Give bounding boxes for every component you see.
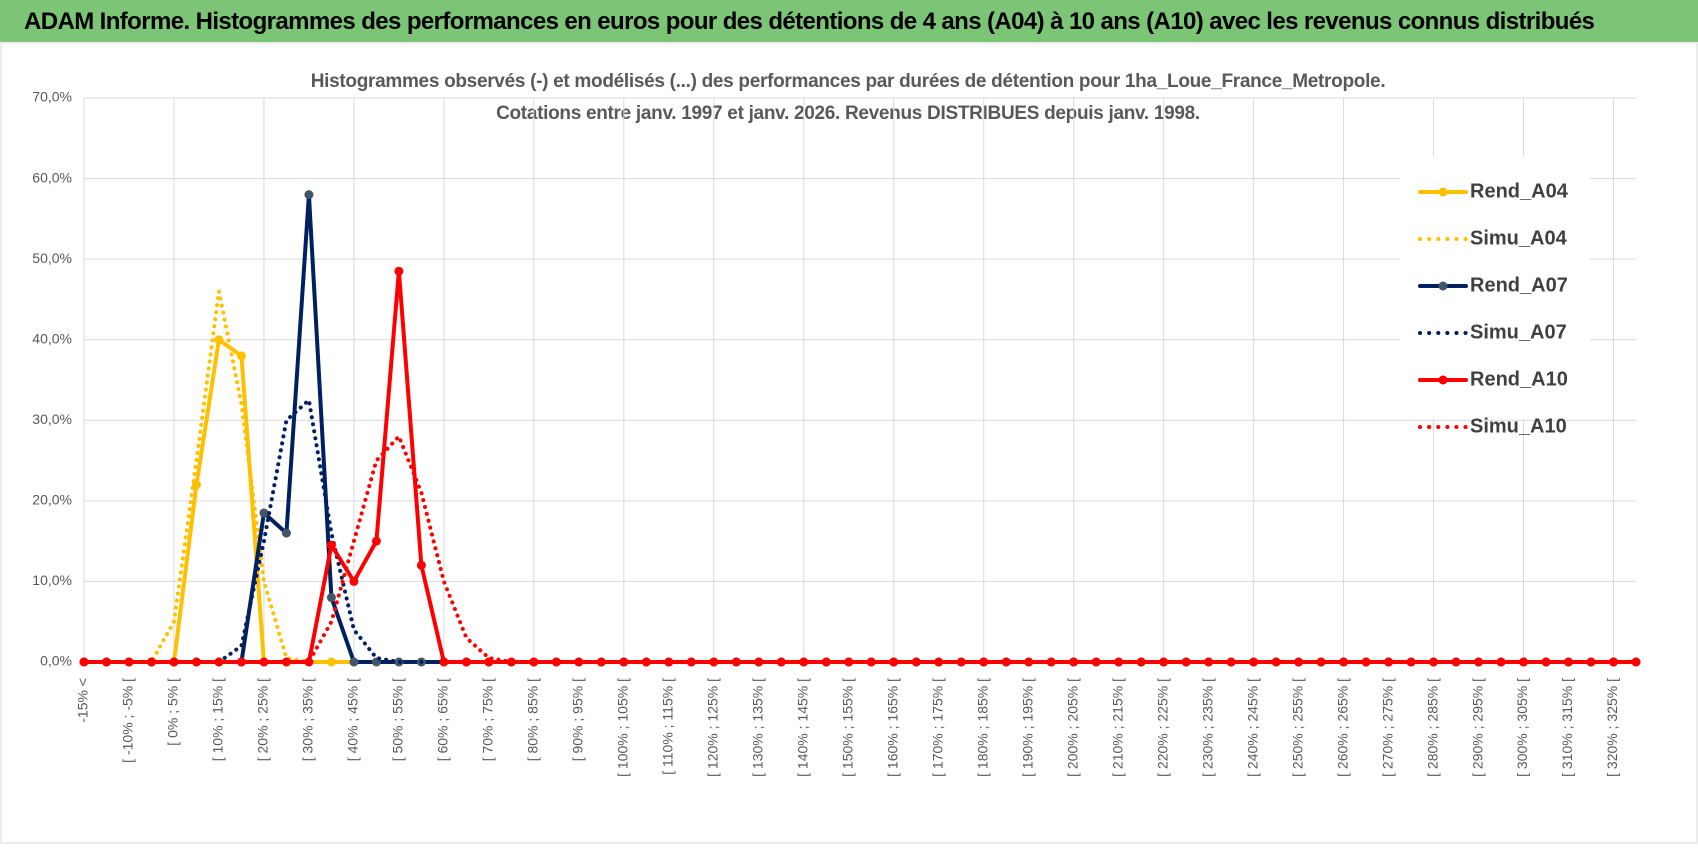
chart-title: Histogrammes observés (-) et modélisés (… <box>311 71 1386 92</box>
series-marker <box>371 536 381 546</box>
series-marker <box>146 657 156 667</box>
series-marker <box>979 657 989 667</box>
series-marker <box>754 657 764 667</box>
series-marker <box>596 657 606 667</box>
x-tick-label: [ 290% ; 295% [ <box>1469 678 1485 777</box>
x-tick-label: [ 200% ; 205% [ <box>1064 678 1080 777</box>
series-marker <box>461 657 471 667</box>
series-marker <box>416 560 426 570</box>
series-marker <box>574 657 584 667</box>
series-marker <box>1541 657 1551 667</box>
series-marker <box>259 657 269 667</box>
series-marker <box>169 657 179 667</box>
x-tick-label: [ 160% ; 165% [ <box>884 678 900 777</box>
series-marker <box>1114 657 1124 667</box>
y-tick-label: 20,0% <box>32 492 72 508</box>
series-marker <box>349 657 359 667</box>
series-marker <box>349 576 359 586</box>
series-marker <box>619 657 629 667</box>
series-marker <box>1024 657 1034 667</box>
y-tick-label: 30,0% <box>32 411 72 427</box>
x-tick-label: [ 40% ; 45% [ <box>345 678 361 761</box>
header-title: ADAM Informe. Histogrammes des performan… <box>24 8 1595 35</box>
x-tick-label: [ 180% ; 185% [ <box>974 678 990 777</box>
y-tick-label: 10,0% <box>32 572 72 588</box>
series-marker <box>1001 657 1011 667</box>
series-marker <box>439 657 449 667</box>
legend-marker <box>1438 281 1448 291</box>
series-marker <box>281 528 291 538</box>
series-marker <box>236 351 246 361</box>
x-tick-label: [ 100% ; 105% [ <box>615 678 631 777</box>
x-tick-label: [ 20% ; 25% [ <box>255 678 271 761</box>
x-tick-label: [ 280% ; 285% [ <box>1424 678 1440 777</box>
x-tick-label: [ 220% ; 225% [ <box>1154 678 1170 777</box>
x-tick-label: [ 60% ; 65% [ <box>435 678 451 761</box>
y-tick-label: 70,0% <box>32 89 72 105</box>
series-marker <box>1384 657 1394 667</box>
x-tick-label: [ 170% ; 175% [ <box>929 678 945 777</box>
y-tick-label: 50,0% <box>32 250 72 266</box>
series-marker <box>709 657 719 667</box>
x-tick-label: [ 270% ; 275% [ <box>1379 678 1395 777</box>
series-marker <box>731 657 741 667</box>
series-marker <box>866 657 876 667</box>
series-marker <box>844 657 854 667</box>
chart-subtitle: Cotations entre janv. 1997 et janv. 2026… <box>496 103 1200 124</box>
series-marker <box>281 657 291 667</box>
x-tick-label: [ 130% ; 135% [ <box>749 678 765 777</box>
legend-label: Simu_A04 <box>1470 227 1568 249</box>
series-marker <box>326 540 336 550</box>
chart: Histogrammes observés (-) et modélisés (… <box>0 42 1698 844</box>
series-marker <box>1406 657 1416 667</box>
x-tick-label: [ 90% ; 95% [ <box>570 678 586 761</box>
x-tick-label: [ 320% ; 325% [ <box>1604 678 1620 777</box>
x-tick-label: [ 120% ; 125% [ <box>705 678 721 777</box>
legend-marker <box>1438 375 1448 385</box>
x-tick-label: [ 260% ; 265% [ <box>1334 678 1350 777</box>
series-marker <box>304 190 314 200</box>
x-tick-label: [ 80% ; 85% [ <box>525 678 541 761</box>
series-marker <box>259 508 269 518</box>
legend-label: Rend_A04 <box>1470 180 1569 202</box>
series-marker <box>326 593 336 603</box>
legend-marker <box>1438 187 1448 197</box>
series-marker <box>1519 657 1529 667</box>
series-marker <box>1249 657 1259 667</box>
x-tick-label: [ 10% ; 15% [ <box>210 678 226 761</box>
series-marker <box>214 335 224 345</box>
legend-label: Rend_A07 <box>1470 274 1568 296</box>
x-tick-label: [ 210% ; 215% [ <box>1109 678 1125 777</box>
legend-label: Simu_A10 <box>1470 415 1567 437</box>
x-tick-label: -15% < <box>75 678 91 723</box>
y-tick-label: 60,0% <box>32 169 72 185</box>
x-tick-label: [ 70% ; 75% [ <box>480 678 496 761</box>
legend-label: Simu_A07 <box>1470 321 1567 343</box>
x-tick-label: [ 110% ; 115% [ <box>660 678 676 775</box>
x-tick-label: [ 30% ; 35% [ <box>300 678 316 761</box>
x-tick-label: [ 300% ; 305% [ <box>1514 678 1530 777</box>
series-marker <box>124 657 134 667</box>
series-marker <box>1271 657 1281 667</box>
y-tick-label: 0,0% <box>40 653 72 669</box>
y-tick-label: 40,0% <box>32 330 72 346</box>
x-tick-label: [ 310% ; 315% [ <box>1559 678 1575 777</box>
header-bar: ADAM Informe. Histogrammes des performan… <box>0 0 1698 42</box>
legend-label: Rend_A10 <box>1470 368 1568 390</box>
series-marker <box>1136 657 1146 667</box>
series-marker <box>394 266 404 276</box>
series-line <box>82 434 1638 664</box>
x-tick-label: [ 230% ; 235% [ <box>1199 678 1215 777</box>
x-tick-label: [ 0% ; 5% [ <box>165 678 181 746</box>
x-tick-label: [ 140% ; 145% [ <box>794 678 810 777</box>
x-tick-label: [ 190% ; 195% [ <box>1019 678 1035 777</box>
x-tick-label: [ 240% ; 245% [ <box>1244 678 1260 777</box>
x-tick-label: [ -10% ; -5% [ <box>120 678 136 763</box>
x-tick-label: [ 50% ; 55% [ <box>390 678 406 761</box>
x-tick-label: [ 150% ; 155% [ <box>839 678 855 777</box>
series-marker <box>889 657 899 667</box>
x-tick-label: [ 250% ; 255% [ <box>1289 678 1305 777</box>
